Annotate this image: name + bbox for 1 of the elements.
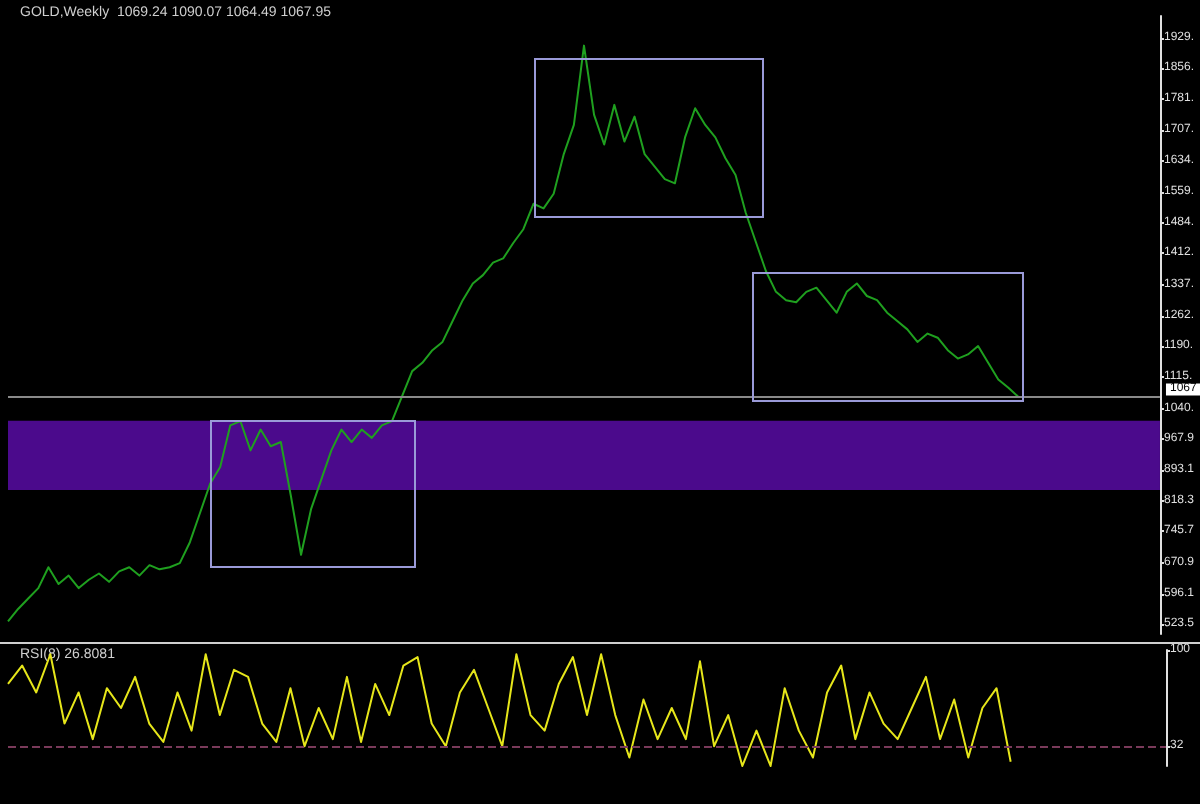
line-series — [7, 44, 1020, 623]
